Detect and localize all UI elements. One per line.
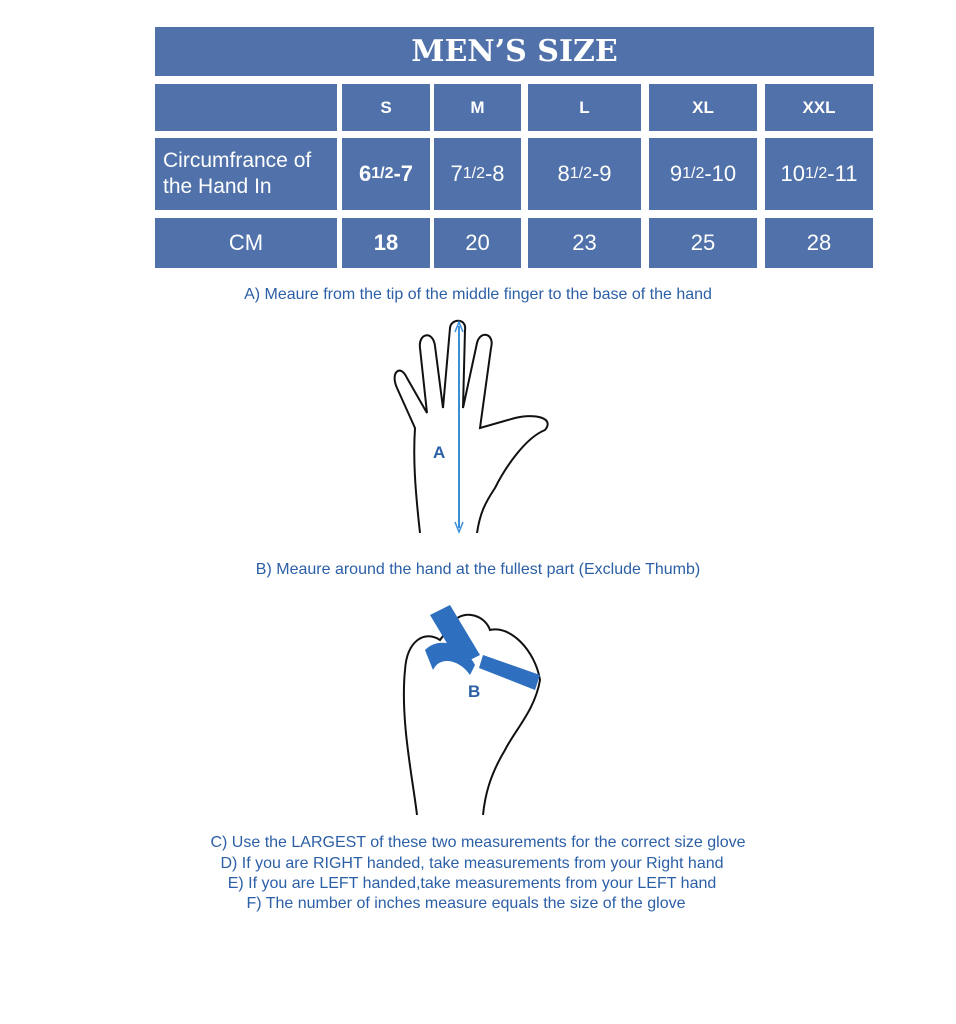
inches-part: 1/2 xyxy=(682,165,705,182)
cm-cell: 20 xyxy=(434,218,521,268)
inches-part: 1/2 xyxy=(569,165,592,182)
cm-cell: 18 xyxy=(342,218,430,268)
size-header-m: M xyxy=(434,84,521,131)
inches-part: 1/2 xyxy=(805,165,828,182)
cm-cell: 25 xyxy=(649,218,757,268)
inches-part: 1/2 xyxy=(462,165,485,182)
instruction-d: D) If you are RIGHT handed, take measure… xyxy=(220,855,724,872)
marker-a: A xyxy=(433,443,445,462)
instruction-e: E) If you are LEFT handed,take measureme… xyxy=(227,875,717,892)
inches-part: 8 xyxy=(557,161,570,186)
inches-part: 9 xyxy=(669,161,683,186)
label-line: Circumfrance of xyxy=(163,149,312,172)
inches-cell: 8 1/2 -9 xyxy=(528,138,641,210)
label-line: the Hand In xyxy=(163,175,272,198)
size-header-s: S xyxy=(342,84,430,131)
inches-part: -11 xyxy=(827,161,858,186)
inches-part: 10 xyxy=(780,161,806,186)
inches-part: -7 xyxy=(393,161,414,186)
size-header-l: L xyxy=(528,84,641,131)
cm-cell: 28 xyxy=(765,218,873,268)
hand-length-illustration: A xyxy=(393,319,549,535)
cm-cell: 23 xyxy=(528,218,641,268)
row-label-cm: CM xyxy=(155,218,337,268)
inches-part: -8 xyxy=(484,161,505,186)
header-blank xyxy=(155,84,337,131)
inches-part: 6 xyxy=(358,161,372,186)
inches-cell: 10 1/2 -11 xyxy=(765,138,873,210)
hand-circumference-illustration: B xyxy=(402,605,542,816)
instruction-b: B) Meaure around the hand at the fullest… xyxy=(255,561,701,578)
inches-cell: 9 1/2 -10 xyxy=(649,138,757,210)
instruction-a: A) Meaure from the tip of the middle fin… xyxy=(244,286,712,303)
inches-part: -9 xyxy=(591,161,612,186)
size-header-xxl: XXL xyxy=(765,84,873,131)
row-label-inches: Circumfrance of the Hand In xyxy=(155,138,337,210)
inches-part: 1/2 xyxy=(371,165,394,182)
inches-part: 7 xyxy=(450,161,463,186)
table-title: MEN’S SIZE xyxy=(155,27,874,76)
instruction-f: F) The number of inches measure equals t… xyxy=(246,895,686,912)
instruction-c: C) Use the LARGEST of these two measurem… xyxy=(210,834,746,851)
inches-part: -10 xyxy=(704,161,737,186)
inches-cell: 7 1/2 -8 xyxy=(434,138,521,210)
marker-b: B xyxy=(468,682,480,701)
size-header-xl: XL xyxy=(649,84,757,131)
inches-cell: 6 1/2 -7 xyxy=(342,138,430,210)
